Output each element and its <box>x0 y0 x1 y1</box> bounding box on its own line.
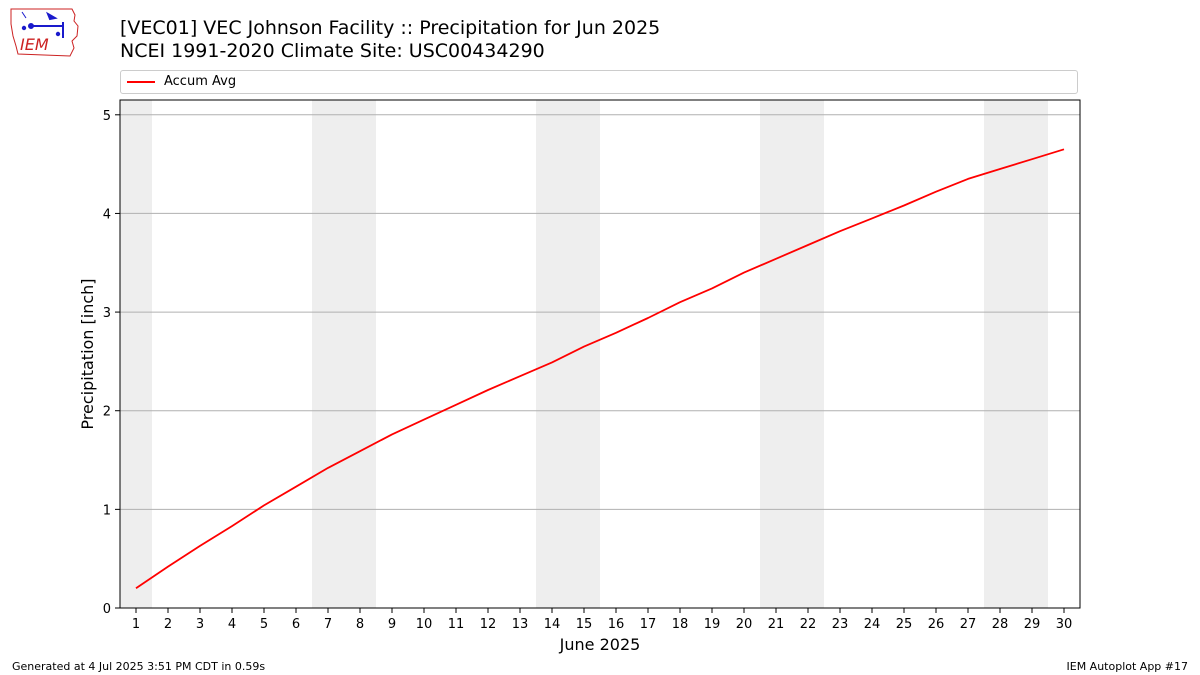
x-tick-label: 9 <box>388 617 396 632</box>
weather-station-icon <box>21 11 64 38</box>
iowa-map-outline <box>10 8 79 57</box>
x-tick-label: 24 <box>864 617 881 632</box>
y-tick-label: 3 <box>103 306 111 321</box>
x-tick-label: 22 <box>800 617 817 632</box>
weekend-band <box>1016 100 1048 608</box>
x-tick-label: 14 <box>544 617 561 632</box>
iem-logo: IEM <box>10 8 79 57</box>
weekend-band <box>344 100 376 608</box>
series-layer <box>135 148 1065 590</box>
x-tick-label: 8 <box>356 617 364 632</box>
weekend-band <box>792 100 824 608</box>
y-tick-label: 5 <box>103 109 111 124</box>
y-tick-label: 2 <box>103 405 111 420</box>
x-tick-label: 4 <box>228 617 236 632</box>
x-tick-label: 28 <box>992 617 1009 632</box>
logo-text: IEM <box>20 35 49 54</box>
x-tick-label: 12 <box>480 617 497 632</box>
weekend-band <box>120 100 152 608</box>
x-tick-label: 21 <box>768 617 785 632</box>
y-tick-label: 1 <box>103 503 111 518</box>
x-tick-label: 3 <box>196 617 204 632</box>
weekend-band <box>984 100 1016 608</box>
series-line-accum-avg <box>135 148 1065 590</box>
x-tick-label: 6 <box>292 617 300 632</box>
plot-frame <box>119 99 1081 609</box>
x-tick-label: 27 <box>960 617 977 632</box>
x-tick-label: 19 <box>704 617 721 632</box>
x-tick-label: 15 <box>576 617 593 632</box>
legend-swatch <box>127 81 155 83</box>
x-tick-label: 25 <box>896 617 913 632</box>
x-tick-label: 1 <box>132 617 140 632</box>
chart-title: [VEC01] VEC Johnson Facility :: Precipit… <box>120 17 661 39</box>
x-axis-ticks: 1 2 3 4 5 6 7 8 9 10 11 12 13 14 15 16 17 18 19 20 21 22 23 24 2… <box>132 608 1072 632</box>
x-tick-label: 26 <box>928 617 945 632</box>
legend-label: Accum Avg <box>164 74 237 89</box>
x-tick-label: 17 <box>640 617 657 632</box>
x-tick-label: 2 <box>164 617 172 632</box>
weekend-band <box>312 100 344 608</box>
x-axis-label: June 2025 <box>559 635 641 654</box>
x-tick-label: 16 <box>608 617 625 632</box>
x-tick-label: 18 <box>672 617 689 632</box>
y-tick-label: 0 <box>103 602 111 617</box>
x-tick-label: 20 <box>736 617 753 632</box>
x-tick-label: 7 <box>324 617 332 632</box>
x-tick-label: 13 <box>512 617 529 632</box>
y-axis-ticks: 0 1 2 3 4 5 <box>103 109 120 617</box>
x-tick-label: 23 <box>832 617 849 632</box>
grid-lines <box>120 114 1080 510</box>
x-tick-label: 5 <box>260 617 268 632</box>
app-label: IEM Autoplot App #17 <box>1066 660 1189 673</box>
weekend-band <box>760 100 792 608</box>
chart-subtitle: NCEI 1991-2020 Climate Site: USC00434290 <box>120 40 545 62</box>
weekend-band <box>536 100 568 608</box>
x-tick-label: 30 <box>1056 617 1073 632</box>
x-tick-label: 10 <box>416 617 433 632</box>
legend: Accum Avg <box>120 70 1078 94</box>
weekend-shading <box>120 100 1048 608</box>
generated-timestamp: Generated at 4 Jul 2025 3:51 PM CDT in 0… <box>12 660 266 673</box>
x-tick-label: 11 <box>448 617 465 632</box>
y-axis-label: Precipitation [inch] <box>78 278 97 429</box>
y-tick-label: 4 <box>103 207 111 222</box>
weekend-band <box>568 100 600 608</box>
x-tick-label: 29 <box>1024 617 1041 632</box>
